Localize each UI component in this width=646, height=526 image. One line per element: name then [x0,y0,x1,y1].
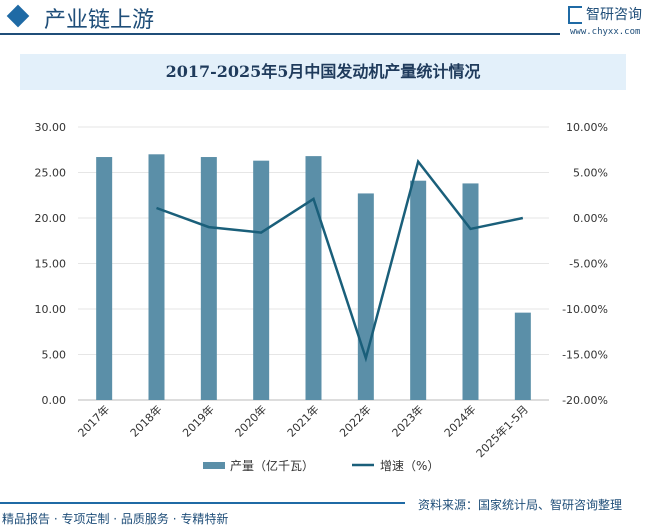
bar [514,312,531,400]
left-tick-label: 5.00 [42,349,67,362]
right-tick-label: -15.00% [562,349,608,362]
brand-logo: 智研咨询 [568,4,642,24]
bar [357,193,374,400]
left-tick-label: 10.00 [35,303,67,316]
right-tick-label: -20.00% [562,394,608,407]
bar [253,160,270,400]
header-title: 产业链上游 [44,8,155,33]
right-tick-label: -5.00% [569,258,608,271]
left-tick-label: 25.00 [35,167,67,180]
x-tick-label: 2025年1-5月 [473,402,531,460]
logo-icon [568,6,582,24]
x-tick-label: 2018年 [127,402,164,439]
left-tick-label: 0.00 [42,394,67,407]
chart-title: 2017-2025年5月中国发动机产量统计情况 [20,54,626,90]
legend-bar-swatch [203,462,225,469]
left-tick-label: 30.00 [35,121,67,134]
x-tick-label: 2022年 [336,402,373,439]
brand-url: www.chyxx.com [570,27,641,37]
right-tick-label: -10.00% [562,303,608,316]
legend-bar-label: 产量（亿千瓦） [230,458,314,473]
footer-divider [0,502,405,504]
growth-line [156,158,524,363]
left-tick-label: 15.00 [35,258,67,271]
bar [148,154,165,400]
footer-slogan: 精品报告 · 专项定制 · 品质服务 · 专精特新 [2,512,229,526]
x-tick-label: 2019年 [179,402,216,439]
x-tick-label: 2023年 [389,402,426,439]
bar [305,156,322,400]
bar [200,157,217,400]
right-tick-label: 5.00% [573,167,608,180]
bar [410,180,427,400]
header-divider [0,33,560,35]
x-tick-label: 2024年 [441,402,478,439]
source-note: 资料来源：国家统计局、智研咨询整理 [418,498,623,512]
chart: 0.00 5.00 10.00 15.00 20.00 25.00 30.00 -20.00%… [35,121,609,473]
brand-name: 智研咨询 [586,7,642,23]
bar [462,183,479,400]
legend-line-label: 增速（%） [380,459,439,473]
x-tick-label: 2020年 [232,402,269,439]
right-tick-label: 0.00% [573,212,608,225]
left-tick-label: 20.00 [35,212,67,225]
bar [96,157,113,400]
x-tick-label: 2017年 [75,402,112,439]
right-tick-label: 10.00% [566,121,608,134]
x-tick-label: 2021年 [284,402,321,439]
